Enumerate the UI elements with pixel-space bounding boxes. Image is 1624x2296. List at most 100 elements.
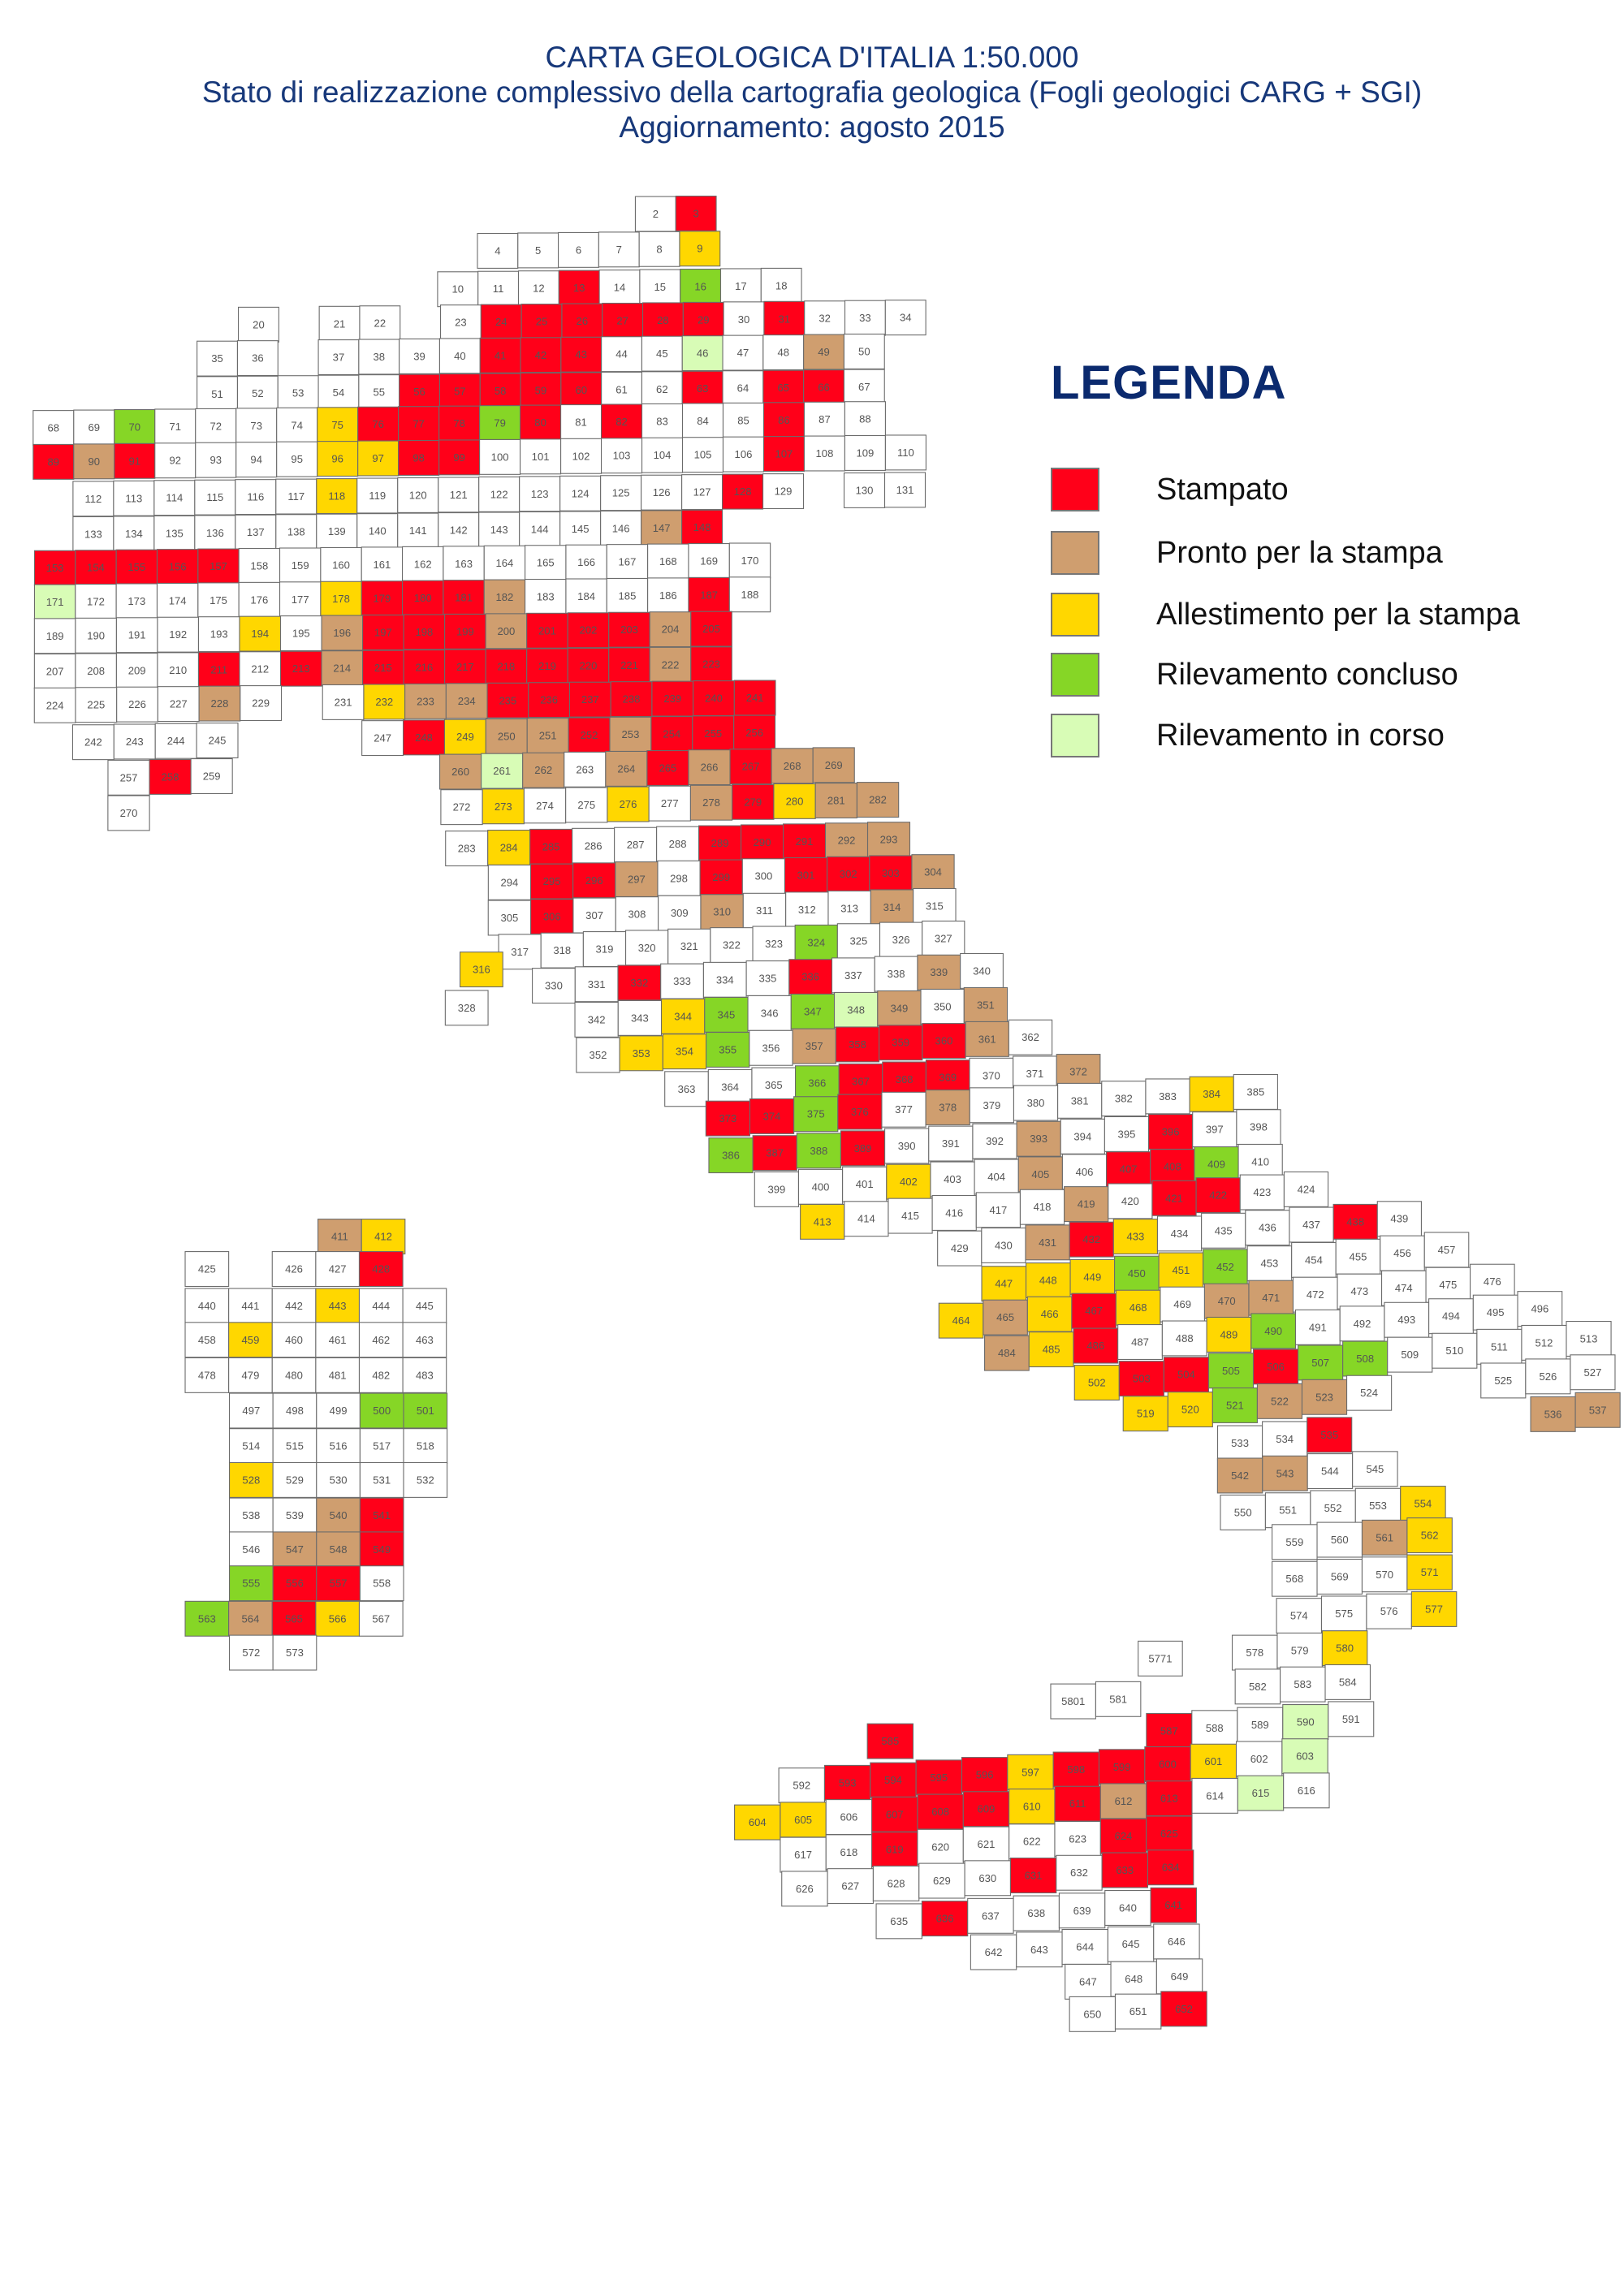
- sheet-cell: [1108, 1183, 1153, 1219]
- sheet-cell: [443, 580, 485, 616]
- map-sheet-457: 457: [1423, 1232, 1470, 1268]
- sheet-number: 252: [581, 729, 598, 741]
- map-sheet-357: 357: [792, 1028, 836, 1064]
- map-sheet-565: 565: [271, 1600, 317, 1637]
- legend-item-rilevamento-concluso: Rilevamento concluso: [1051, 652, 1458, 697]
- sheet-number: 365: [765, 1079, 783, 1091]
- sheet-number: 547: [286, 1543, 304, 1556]
- sheet-cell: [1144, 1746, 1191, 1782]
- sheet-cell: [732, 783, 775, 820]
- sheet-cell: [1058, 1892, 1106, 1929]
- map-sheet-582: 582: [1234, 1668, 1281, 1705]
- map-sheet-580: 580: [1321, 1630, 1368, 1667]
- map-sheet-54: 54: [317, 374, 360, 411]
- map-sheet-435: 435: [1201, 1212, 1246, 1249]
- map-sheet-391: 391: [928, 1125, 974, 1162]
- sheet-number: 199: [456, 625, 474, 637]
- sheet-cell: [560, 438, 603, 474]
- map-sheet-320: 320: [624, 930, 669, 966]
- map-sheet-415: 415: [888, 1198, 933, 1234]
- sheet-cell: [884, 1128, 930, 1164]
- sheet-number: 198: [415, 626, 433, 638]
- map-sheet-576: 576: [1366, 1593, 1412, 1629]
- sheet-cell: [228, 1288, 273, 1324]
- sheet-cell: [983, 1299, 1028, 1336]
- sheet-number: 552: [1324, 1502, 1342, 1514]
- sheet-number: 373: [719, 1112, 736, 1124]
- map-sheet-543: 543: [1262, 1455, 1308, 1491]
- sheet-cell: [1470, 1263, 1515, 1300]
- sheet-cell: [1276, 1598, 1323, 1634]
- sheet-cell: [357, 440, 400, 477]
- map-sheet-279: 279: [732, 783, 775, 820]
- map-sheet-564: 564: [228, 1600, 273, 1637]
- map-sheet-235: 235: [486, 682, 529, 719]
- sheet-number: 72: [209, 420, 222, 432]
- map-sheet-351: 351: [963, 986, 1009, 1023]
- map-sheet-288: 288: [656, 826, 700, 862]
- map-sheet-259: 259: [190, 758, 233, 794]
- sheet-number: 451: [1172, 1264, 1190, 1276]
- sheet-number: 321: [680, 940, 698, 952]
- sheet-number: 319: [596, 943, 614, 956]
- sheet-number: 147: [653, 522, 671, 534]
- sheet-number: 302: [840, 868, 857, 880]
- sheet-cell: [1138, 1640, 1183, 1677]
- map-sheet-74: 74: [276, 407, 318, 443]
- sheet-number: 557: [330, 1577, 348, 1590]
- sheet-number: 297: [628, 874, 646, 886]
- map-sheet-630: 630: [964, 1860, 1011, 1897]
- sheet-number: 454: [1305, 1254, 1323, 1266]
- sheet-number: 452: [1216, 1261, 1234, 1273]
- sheet-number: 634: [1162, 1862, 1180, 1874]
- sheet-cell: [229, 1392, 274, 1429]
- sheet-number: 425: [198, 1263, 216, 1275]
- sheet-cell: [681, 474, 723, 511]
- sheet-number: 448: [1039, 1275, 1057, 1287]
- sheet-number: 74: [291, 419, 303, 431]
- sheet-number: 311: [756, 904, 773, 917]
- sheet-number: 138: [287, 526, 305, 538]
- sheet-cell: [317, 441, 359, 477]
- sheet-number: 32: [818, 313, 831, 325]
- sheet-number: 538: [242, 1509, 260, 1521]
- sheet-number: 571: [1421, 1566, 1439, 1578]
- sheet-number: 82: [615, 416, 628, 428]
- sheet-cell: [610, 681, 653, 718]
- map-sheet-295: 295: [529, 863, 574, 900]
- sheet-number: 231: [335, 696, 352, 708]
- sheet-cell: [321, 615, 364, 651]
- map-sheet-343: 343: [617, 999, 663, 1036]
- sheet-cell: [1009, 1823, 1056, 1860]
- map-sheet-434: 434: [1156, 1215, 1203, 1252]
- map-sheet-490: 490: [1250, 1313, 1297, 1349]
- sheet-number: 105: [694, 449, 712, 461]
- map-sheet-597: 597: [1007, 1754, 1054, 1790]
- map-sheet-12: 12: [517, 270, 559, 307]
- sheet-number: 257: [120, 771, 138, 783]
- map-sheet-509: 509: [1387, 1336, 1433, 1373]
- sheet-cell: [664, 1071, 709, 1107]
- sheet-cell: [1104, 1116, 1150, 1152]
- map-sheet-479: 479: [228, 1357, 273, 1393]
- map-sheet-472: 472: [1292, 1276, 1338, 1313]
- map-sheet-626: 626: [781, 1871, 828, 1907]
- sheet-number: 38: [373, 351, 385, 363]
- sheet-cell: [399, 338, 440, 374]
- sheet-cell: [866, 1723, 914, 1759]
- sheet-number: 46: [697, 347, 709, 360]
- sheet-cell: [153, 480, 196, 516]
- map-sheet-465: 465: [983, 1299, 1028, 1336]
- sheet-number: 602: [1250, 1753, 1268, 1765]
- sheet-cell: [975, 1192, 1021, 1228]
- map-sheet-521: 521: [1212, 1387, 1258, 1423]
- sheet-number: 414: [857, 1213, 875, 1225]
- sheet-cell: [793, 1096, 839, 1133]
- sheet-number: 384: [1203, 1088, 1220, 1100]
- sheet-number: 410: [1251, 1155, 1269, 1167]
- sheet-cell: [33, 618, 76, 654]
- map-sheet-211: 211: [197, 651, 240, 688]
- map-sheet-315: 315: [913, 887, 957, 924]
- sheet-cell: [872, 1865, 920, 1901]
- map-sheet-455: 455: [1335, 1238, 1381, 1275]
